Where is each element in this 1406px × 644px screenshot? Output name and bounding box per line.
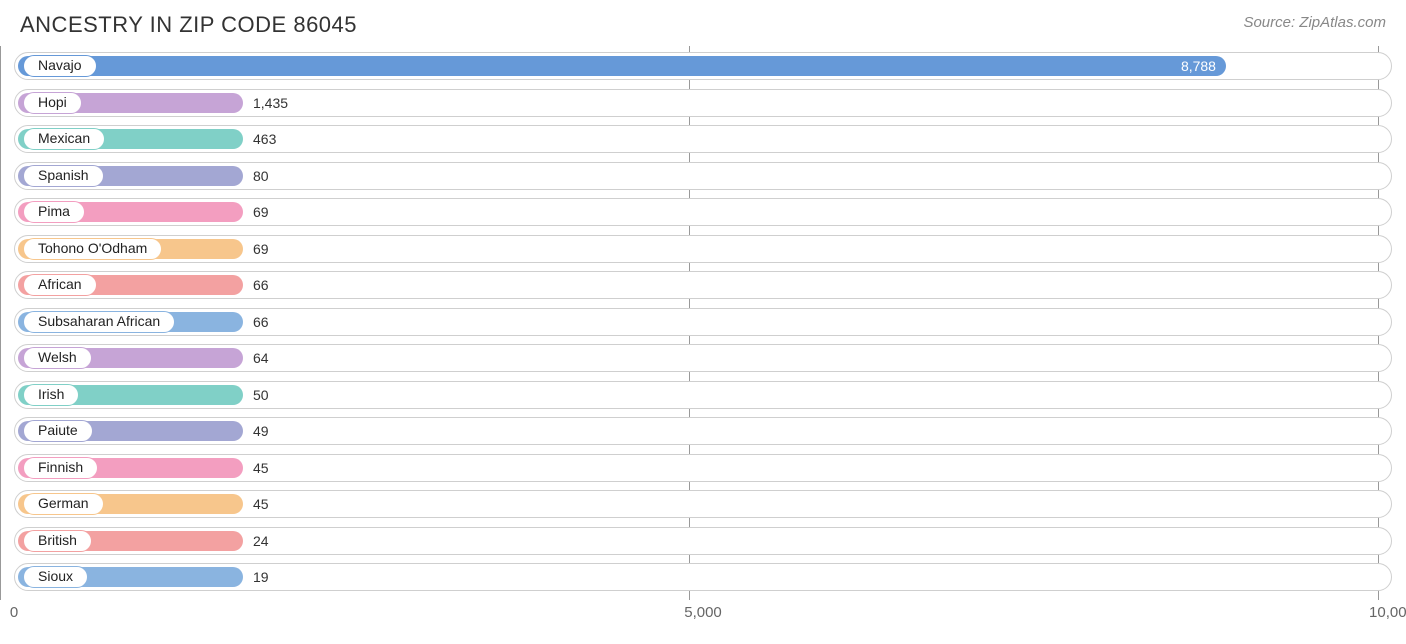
bar-row: African 66 [14, 271, 1392, 299]
chart-source: Source: ZipAtlas.com [1243, 12, 1386, 31]
bar-category-label: Spanish [23, 165, 104, 187]
bar-row: Hopi 1,435 [14, 89, 1392, 117]
bar-category-label: African [23, 274, 97, 296]
bar-category-label: Pima [23, 201, 85, 223]
bar-value-label: 66 [253, 277, 269, 293]
bar-value-label: 69 [253, 241, 269, 257]
bar-row: Subsaharan African 66 [14, 308, 1392, 336]
bar-row: Mexican 463 [14, 125, 1392, 153]
bar-value-label: 66 [253, 314, 269, 330]
bar-value-label: 69 [253, 204, 269, 220]
bar-category-label: Mexican [23, 128, 105, 150]
axis-tick-label: 10,000 [1369, 604, 1406, 621]
bar-row: Paiute 49 [14, 417, 1392, 445]
bar-value-label: 463 [253, 131, 276, 147]
x-axis: 05,00010,000 [14, 600, 1392, 630]
bar-value-label: 24 [253, 533, 269, 549]
bar-value-label: 80 [253, 168, 269, 184]
chart-header: ANCESTRY IN ZIP CODE 86045 Source: ZipAt… [0, 0, 1406, 46]
bar-category-label: Sioux [23, 566, 88, 588]
bar-row: German 45 [14, 490, 1392, 518]
bar-row: Tohono O'Odham 69 [14, 235, 1392, 263]
bar-category-label: Subsaharan African [23, 311, 175, 333]
bar-value-label: 45 [253, 496, 269, 512]
bar-value-label: 19 [253, 569, 269, 585]
bar-row: Spanish 80 [14, 162, 1392, 190]
bar-category-label: Hopi [23, 92, 82, 114]
bar-value-label: 8,788 [1181, 58, 1216, 74]
bar-row: British 24 [14, 527, 1392, 555]
bar-value-label: 50 [253, 387, 269, 403]
bars-container: Navajo 8,788 Hopi 1,435 Mexican 463 Spanish 80 P… [14, 52, 1392, 591]
axis-tick-label: 0 [10, 604, 18, 621]
bar-category-label: Finnish [23, 457, 98, 479]
bar-value-label: 64 [253, 350, 269, 366]
bar-row: Irish 50 [14, 381, 1392, 409]
bar-value-label: 49 [253, 423, 269, 439]
gridline [0, 46, 1, 600]
bar-fill [18, 56, 1226, 76]
bar-category-label: Paiute [23, 420, 93, 442]
bar-category-label: German [23, 493, 104, 515]
bar-row: Pima 69 [14, 198, 1392, 226]
bar-row: Finnish 45 [14, 454, 1392, 482]
bar-category-label: British [23, 530, 92, 552]
axis-tick-label: 5,000 [684, 604, 722, 621]
chart-title: ANCESTRY IN ZIP CODE 86045 [20, 12, 357, 38]
bar-row: Navajo 8,788 [14, 52, 1392, 80]
chart-area: Navajo 8,788 Hopi 1,435 Mexican 463 Spanish 80 P… [0, 46, 1406, 630]
bar-value-label: 1,435 [253, 95, 288, 111]
bar-category-label: Tohono O'Odham [23, 238, 162, 260]
bar-row: Sioux 19 [14, 563, 1392, 591]
bar-category-label: Irish [23, 384, 79, 406]
bar-row: Welsh 64 [14, 344, 1392, 372]
bar-value-label: 45 [253, 460, 269, 476]
bar-category-label: Navajo [23, 55, 97, 77]
bar-category-label: Welsh [23, 347, 92, 369]
